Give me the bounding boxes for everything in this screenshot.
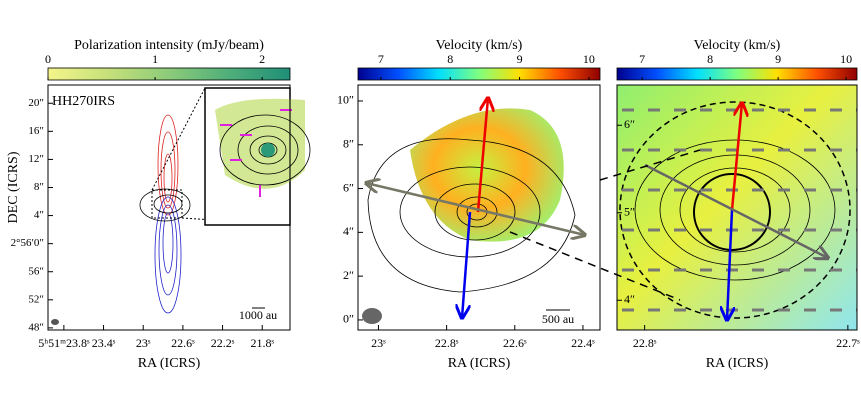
- x-tick-label: 22.6ˢ: [171, 336, 195, 350]
- y-tick-label: 4″: [624, 292, 635, 306]
- x-tick-label: 22.6ˢ: [503, 336, 527, 350]
- panel-2-image: [362, 98, 585, 324]
- colorbar: [47, 67, 291, 81]
- y-tick-label: 4″: [34, 209, 44, 221]
- colorbar-tick-label: 1: [152, 52, 158, 66]
- x-tick-label: 22.2ˢ: [211, 336, 235, 350]
- colorbar-tick-label: 8: [707, 52, 713, 66]
- panel-1-image: [51, 87, 311, 325]
- x-tick-label: 23ˢ: [371, 336, 386, 350]
- y-tick-label: 16″: [28, 125, 44, 137]
- colorbar-label: Polarization intensity (mJy/beam): [74, 38, 264, 53]
- plot-frame: [616, 84, 858, 331]
- y-tick-label: 48″: [28, 321, 44, 333]
- x-tick-label: 22.8ˢ: [633, 336, 657, 350]
- y-tick-label: 6″: [624, 117, 635, 131]
- annotation: HH270IRS: [52, 94, 115, 109]
- colorbar-tick-label: 7: [639, 52, 645, 66]
- y-tick-label: 10″: [337, 93, 354, 107]
- colorbar-tick-label: 0: [45, 52, 51, 66]
- y-axis-label: DEC (ICRS): [6, 151, 21, 223]
- y-tick-label: 56″: [28, 265, 44, 277]
- x-tick-label: 23.4ˢ: [92, 336, 116, 350]
- y-tick-label: 52″: [28, 293, 44, 305]
- x-tick-label: 23ˢ: [136, 336, 151, 350]
- x-tick-label: 5ʰ51ᵐ23.8ˢ: [38, 336, 90, 350]
- x-axis-label: RA (ICRS): [448, 356, 511, 371]
- x-axis-label: RA (ICRS): [706, 356, 769, 371]
- colorbar: [616, 67, 858, 81]
- plot-frame: [47, 84, 291, 331]
- colorbar-label: Velocity (km/s): [694, 38, 781, 53]
- y-tick-label: 2°56′0″: [11, 237, 44, 249]
- y-tick-label: 6″: [343, 180, 354, 194]
- plot-frame: [357, 84, 601, 331]
- y-tick-label: 2″: [343, 268, 354, 282]
- y-tick-label: 0″: [343, 312, 354, 326]
- x-tick-label: 22.8ˢ: [435, 336, 459, 350]
- colorbar-tick-label: 7: [378, 52, 384, 66]
- y-tick-label: 8″: [34, 181, 44, 193]
- y-tick-label: 20″: [28, 97, 44, 109]
- y-tick-label: 12″: [28, 153, 44, 165]
- colorbar-label: Velocity (km/s): [436, 38, 523, 53]
- colorbar-tick-label: 9: [517, 52, 523, 66]
- y-tick-label: 8″: [343, 137, 354, 151]
- y-tick-label: 4″: [343, 224, 354, 238]
- x-tick-label: 22.7ˢ: [836, 336, 860, 350]
- colorbar-tick-label: 8: [447, 52, 453, 66]
- colorbar-tick-label: 10: [840, 52, 852, 66]
- colorbar-tick-label: 9: [775, 52, 781, 66]
- panel-3-image: [509, 85, 857, 330]
- annotation: 500 au: [542, 312, 574, 326]
- x-tick-label: 22.4ˢ: [571, 336, 595, 350]
- colorbar-tick-label: 10: [583, 52, 595, 66]
- x-axis-label: RA (ICRS): [138, 356, 201, 371]
- colorbar: [357, 67, 601, 81]
- x-tick-label: 21.8ˢ: [250, 336, 274, 350]
- colorbar-tick-label: 2: [259, 52, 265, 66]
- y-tick-label: 5″: [624, 205, 635, 219]
- annotation: 1000 au: [239, 308, 277, 322]
